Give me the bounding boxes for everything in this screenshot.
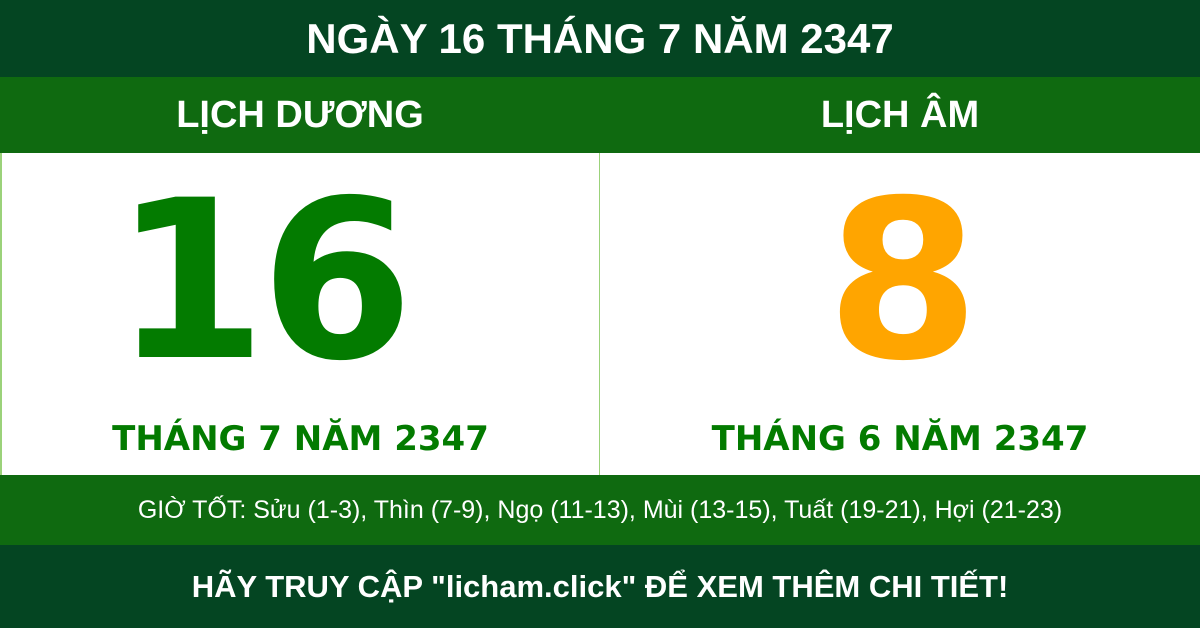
footer-cta: HÃY TRUY CẬP "licham.click" ĐỂ XEM THÊM …	[0, 545, 1200, 628]
solar-month-year: THÁNG 7 NĂM 2347	[112, 419, 489, 459]
good-hours: GIỜ TỐT: Sửu (1-3), Thìn (7-9), Ngọ (11-…	[0, 475, 1200, 545]
lunar-day: 8	[826, 153, 979, 409]
solar-day: 16	[113, 153, 413, 409]
lunar-month-year: THÁNG 6 NĂM 2347	[711, 419, 1089, 459]
lunar-header: LỊCH ÂM	[820, 93, 980, 136]
page-title: NGÀY 16 THÁNG 7 NĂM 2347	[0, 0, 1200, 77]
solar-header: LỊCH DƯƠNG	[176, 93, 424, 136]
lunar-panel: 8 THÁNG 6 NĂM 2347	[600, 153, 1200, 475]
calendar-headers: LỊCH DƯƠNG LỊCH ÂM	[0, 77, 1200, 153]
solar-panel: 16 THÁNG 7 NĂM 2347	[0, 153, 600, 475]
